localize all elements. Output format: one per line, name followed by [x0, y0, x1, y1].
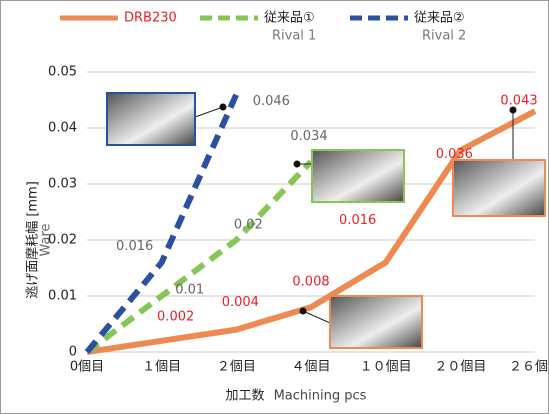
photos	[106, 92, 546, 349]
x-tick-label: 0個目	[70, 360, 104, 375]
x-tick-label: ２６個目	[509, 360, 549, 375]
data-label: 0.036	[436, 147, 473, 162]
data-label: 0.02	[234, 218, 263, 233]
legend-sublabel: Rival 1	[272, 29, 316, 44]
data-label: 0.002	[157, 309, 194, 324]
callout-line	[302, 310, 331, 324]
y-axis-label: 逃げ面摩耗幅 [mm]	[25, 181, 41, 299]
photo-drb-26	[452, 159, 546, 217]
callout-dot	[509, 106, 517, 114]
legend: DRB230 従来品① Rival 1 従来品② Rival 2	[60, 11, 466, 44]
callout-dot	[219, 103, 227, 111]
y-tick-label: 0.03	[48, 177, 77, 192]
x-tick-label: ４個目	[291, 360, 330, 375]
data-label: 0.046	[253, 94, 290, 109]
data-label: 0.01	[175, 283, 204, 298]
y-tick-label: 0	[69, 345, 77, 360]
legend-label: 従来品②	[414, 11, 465, 26]
x-axis-label: 加工数	[225, 389, 264, 404]
x-tick-label: ２０個目	[434, 360, 486, 375]
data-label: 0.008	[292, 275, 329, 290]
legend-label: 従来品①	[264, 11, 315, 26]
series-line	[86, 108, 537, 355]
data-label: 0.034	[290, 129, 327, 144]
x-tick-label: １０個目	[360, 360, 412, 375]
x-tick-label: １個目	[142, 360, 181, 375]
y-tick-label: 0.04	[48, 121, 77, 136]
x-tick-label: ２個目	[217, 360, 256, 375]
y-tick-label: 0.01	[48, 289, 77, 304]
photo-rival1	[311, 149, 405, 203]
photo-rival2	[106, 92, 196, 146]
x-axis-sublabel: Machining pcs	[274, 389, 367, 404]
series-line	[85, 159, 314, 355]
y-tick-label: 0.02	[48, 233, 77, 248]
y-axis-sublabel: Ware	[39, 223, 54, 256]
data-label: 0.016	[116, 239, 153, 254]
data-label: 0.016	[339, 213, 376, 228]
callout-line	[194, 106, 224, 118]
data-label: 0.004	[222, 295, 259, 310]
photo-drb-8	[329, 295, 423, 349]
legend-label: DRB230	[124, 11, 177, 26]
y-tick-label: 0.05	[48, 65, 77, 80]
callout-dot	[299, 307, 307, 315]
plot: 0 0.01 0.02 0.03 0.04 0.05 0個目 １個目 ２個目 ４個目 １０個目 ２０個…	[48, 65, 549, 375]
callout-dot	[293, 160, 301, 168]
series-line	[84, 93, 240, 354]
data-label: 0.043	[500, 94, 537, 109]
legend-sublabel: Rival 2	[422, 29, 466, 44]
